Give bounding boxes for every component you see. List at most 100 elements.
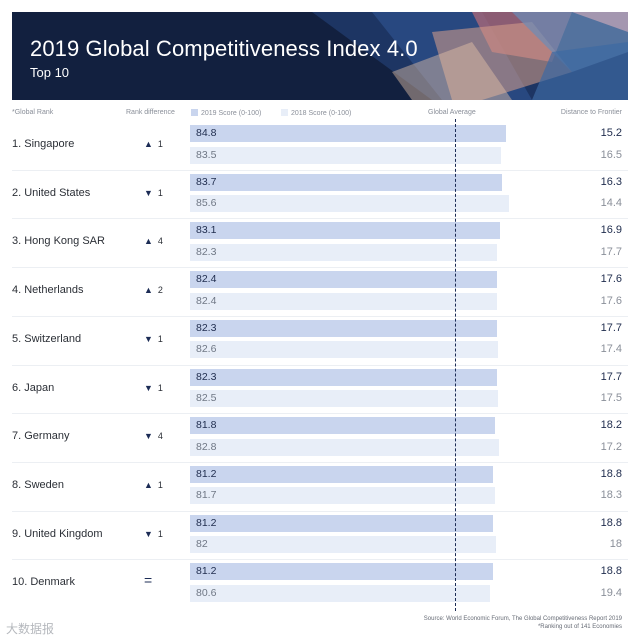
country-label: 1. Singapore: [12, 138, 75, 150]
score-2018-label: 80.6: [196, 586, 217, 599]
score-2018-label: 82: [196, 538, 208, 551]
bar-2019: 83.1: [190, 222, 500, 240]
triangle-up-icon: ▲: [144, 285, 153, 296]
distance-2019: 18.8: [600, 516, 622, 529]
rank-difference: =: [144, 572, 152, 588]
rank-difference-value: 1: [157, 139, 163, 149]
header-banner: 2019 Global Competitiveness Index 4.0 To…: [12, 12, 628, 100]
score-2018-label: 83.5: [196, 148, 217, 161]
distance-2018: 18.3: [600, 489, 622, 502]
distance-2018: 17.6: [600, 294, 622, 307]
bar-2019: 84.8: [190, 125, 507, 142]
row-separator: [12, 461, 628, 463]
legend-2018-swatch: [281, 109, 288, 116]
score-2019-label: 82.4: [196, 273, 217, 286]
rank-difference: ▲ 1: [144, 139, 163, 149]
distance-2019: 17.7: [600, 321, 622, 334]
rank-difference-value: 1: [157, 382, 163, 393]
country-label: 4. Netherlands: [12, 284, 84, 297]
triangle-up-icon: ▲: [144, 139, 153, 149]
bar-2018: 82.3: [190, 243, 497, 261]
country-label: 5. Switzerland: [12, 332, 82, 345]
legend-2018: 2018 Score (0-100): [281, 109, 351, 117]
bar-2018: 82.5: [190, 390, 498, 407]
triangle-down-icon: ▼: [144, 382, 153, 393]
rank-difference-value: 4: [157, 431, 163, 442]
rank-difference: ▲ 2: [144, 285, 163, 295]
watermark-text: 大数据报: [6, 622, 55, 636]
score-2018-label: 81.7: [196, 489, 217, 502]
score-2019-label: 81.2: [196, 467, 217, 480]
row-separator: [12, 315, 628, 317]
distance-2019: 16.9: [600, 224, 622, 237]
score-2019-label: 83.1: [196, 224, 217, 237]
triangle-down-icon: ▼: [144, 333, 153, 344]
bar-2019: 82.3: [190, 368, 497, 386]
score-2019-label: 81.2: [196, 516, 217, 529]
distance-2018: 18: [609, 538, 622, 551]
rank-difference: ▼ 1: [144, 383, 163, 393]
rank-difference: ▼ 1: [144, 529, 163, 539]
bar-2019: 82.3: [190, 319, 497, 337]
triangle-down-icon: ▼: [144, 528, 153, 539]
rank-difference: ▼ 1: [144, 188, 163, 198]
col-global-average: Global Average: [428, 109, 476, 116]
chart-subtitle: Top 10: [30, 65, 70, 80]
global-average-line: [455, 119, 456, 611]
legend-2019: 2019 Score (0-100): [191, 109, 261, 117]
distance-2019: 17.6: [600, 273, 622, 286]
distance-2019: 18.8: [600, 565, 622, 578]
distance-2018: 16.5: [600, 148, 622, 161]
score-2018-label: 82.3: [196, 245, 217, 258]
country-label: 9. United Kingdom: [12, 527, 103, 540]
score-2018-label: 82.8: [196, 440, 217, 453]
distance-2018: 17.2: [600, 440, 622, 453]
bar-2018: 82.6: [190, 341, 498, 359]
score-2019-label: 83.7: [196, 175, 217, 188]
chart-title: 2019 Global Competitiveness Index 4.0: [30, 36, 418, 61]
legend-2019-swatch: [191, 109, 198, 116]
distance-2019: 18.2: [600, 419, 622, 432]
bar-2019: 81.2: [190, 465, 493, 483]
header-artwork: [12, 12, 628, 100]
ranking-footnote: *Ranking out of 141 Economies: [537, 624, 622, 630]
legend-2019-label: 2019 Score (0-100): [201, 110, 262, 117]
rank-difference-value: 4: [157, 236, 163, 247]
rank-difference-value: 1: [157, 187, 163, 198]
distance-2019: 18.8: [600, 467, 622, 480]
distance-2018: 17.4: [600, 343, 622, 356]
score-2019-label: 81.8: [196, 419, 217, 432]
row-separator: [12, 218, 628, 220]
score-2018-label: 85.6: [196, 197, 217, 210]
distance-2019: 15.2: [600, 127, 622, 139]
bar-2018: 82.4: [190, 292, 498, 310]
rank-difference: ▼ 4: [144, 431, 163, 441]
distance-2019: 16.3: [600, 175, 622, 188]
country-label: 6. Japan: [12, 381, 55, 394]
equal-icon: =: [144, 572, 153, 589]
country-label: 10. Denmark: [12, 576, 75, 589]
bar-2018: 82: [190, 536, 496, 554]
row-separator: [12, 559, 628, 561]
triangle-up-icon: ▲: [144, 236, 153, 247]
country-label: 8. Sweden: [12, 478, 64, 491]
legend-2018-label: 2018 Score (0-100): [291, 110, 352, 117]
score-2019-label: 84.8: [196, 127, 217, 139]
bar-2018: 80.6: [190, 584, 491, 602]
bar-2019: 82.4: [190, 271, 498, 289]
distance-2018: 14.4: [600, 197, 622, 210]
distance-2018: 17.7: [600, 245, 622, 258]
distance-2018: 19.4: [600, 586, 622, 599]
row-separator: [12, 267, 628, 269]
rank-difference-value: 1: [157, 479, 163, 490]
row-separator: [12, 364, 628, 366]
row-separator: [12, 413, 628, 415]
col-rank-difference: Rank difference: [126, 109, 175, 116]
bar-2019: 81.2: [190, 514, 493, 532]
score-2019-label: 82.3: [196, 321, 217, 334]
bar-2018: 85.6: [190, 195, 510, 213]
bar-2019: 81.8: [190, 417, 495, 435]
row-separator: [12, 169, 628, 171]
source-line: Source: World Economic Forum, The Global…: [423, 616, 622, 622]
country-label: 7. Germany: [12, 430, 70, 443]
